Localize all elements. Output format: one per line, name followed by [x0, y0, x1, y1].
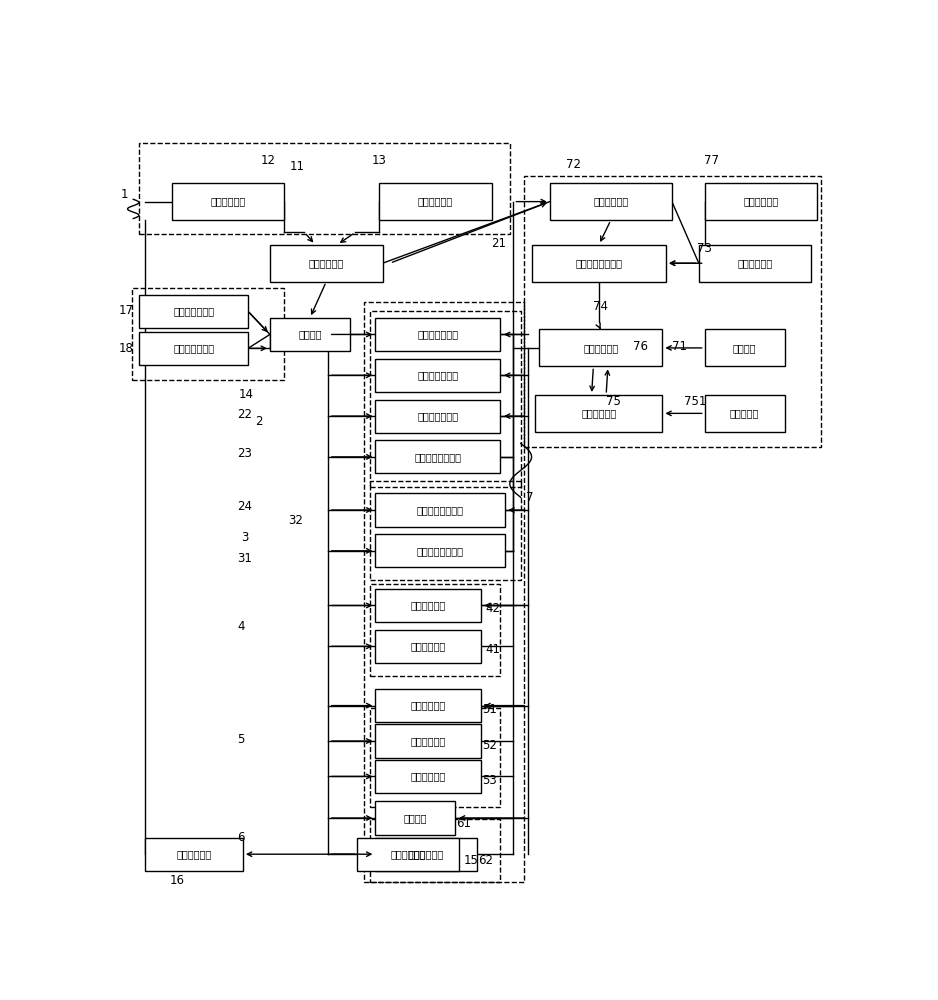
Text: 移动终端单元: 移动终端单元	[582, 408, 616, 418]
FancyBboxPatch shape	[532, 245, 666, 282]
Text: 6: 6	[237, 831, 245, 844]
FancyBboxPatch shape	[375, 359, 500, 392]
Text: 16: 16	[170, 874, 185, 887]
Text: 温度自检单元: 温度自检单元	[411, 771, 446, 781]
Text: 4: 4	[237, 620, 245, 633]
FancyBboxPatch shape	[270, 318, 350, 351]
Text: 11: 11	[290, 160, 305, 173]
Text: 室外进气单元: 室外进气单元	[417, 197, 453, 207]
FancyBboxPatch shape	[704, 329, 784, 366]
Text: 77: 77	[704, 154, 719, 167]
Text: 加湿单元: 加湿单元	[403, 813, 427, 823]
Text: 7: 7	[526, 491, 534, 504]
FancyBboxPatch shape	[375, 440, 500, 473]
Text: 51: 51	[482, 703, 497, 716]
FancyBboxPatch shape	[375, 760, 480, 793]
Text: 病菌安全自检单元: 病菌安全自检单元	[415, 452, 461, 462]
FancyBboxPatch shape	[375, 630, 480, 663]
Text: 负氧离子自检单元: 负氧离子自检单元	[416, 546, 463, 556]
FancyBboxPatch shape	[536, 395, 662, 432]
Text: 负氧离子发生单元: 负氧离子发生单元	[416, 505, 463, 515]
FancyBboxPatch shape	[139, 332, 248, 365]
Text: 52: 52	[482, 739, 497, 752]
Text: 室外出气单元: 室外出气单元	[176, 849, 212, 859]
Text: 湿度自检单元: 湿度自检单元	[409, 849, 444, 859]
Text: 24: 24	[237, 500, 252, 513]
Text: 消毒液过滤单元: 消毒液过滤单元	[417, 411, 459, 421]
Text: 42: 42	[486, 602, 501, 615]
Text: 17: 17	[118, 304, 133, 317]
Text: 75: 75	[606, 395, 620, 408]
Text: 22: 22	[237, 408, 252, 421]
FancyBboxPatch shape	[270, 245, 383, 282]
Text: 紫外线杀菌单元: 紫外线杀菌单元	[417, 329, 459, 339]
FancyBboxPatch shape	[704, 183, 817, 220]
Text: 73: 73	[697, 242, 712, 255]
Text: 62: 62	[478, 854, 493, 867]
FancyBboxPatch shape	[375, 318, 500, 351]
Text: 室内进气单元: 室内进气单元	[210, 197, 246, 207]
Text: 信号交换单元: 信号交换单元	[583, 343, 618, 353]
Text: 18: 18	[118, 342, 133, 355]
Text: 12: 12	[261, 154, 276, 167]
Text: 空气加热单元: 空气加热单元	[411, 736, 446, 746]
Text: 5: 5	[237, 733, 245, 746]
Text: 室内出气单元: 室内出气单元	[390, 849, 426, 859]
Text: 数据统计单元: 数据统计单元	[593, 197, 628, 207]
Text: 氧气自检单元: 氧气自检单元	[411, 641, 446, 651]
FancyBboxPatch shape	[704, 395, 784, 432]
FancyBboxPatch shape	[375, 534, 505, 567]
Text: 32: 32	[288, 514, 303, 527]
FancyBboxPatch shape	[375, 724, 480, 758]
Text: 41: 41	[486, 643, 501, 656]
FancyBboxPatch shape	[699, 245, 811, 282]
Text: 31: 31	[237, 552, 252, 565]
FancyBboxPatch shape	[538, 329, 662, 366]
FancyBboxPatch shape	[375, 689, 480, 722]
Text: 室内总督单元: 室内总督单元	[743, 197, 779, 207]
Text: 14: 14	[239, 388, 254, 401]
FancyBboxPatch shape	[375, 589, 480, 622]
Text: 1: 1	[121, 188, 129, 201]
Text: 72: 72	[567, 158, 582, 171]
Text: 超声波杀菌单元: 超声波杀菌单元	[417, 370, 459, 380]
Text: 53: 53	[482, 774, 497, 787]
Text: 21: 21	[492, 237, 507, 250]
Text: 联网单元: 联网单元	[733, 343, 756, 353]
FancyBboxPatch shape	[375, 400, 500, 433]
Text: 能耗计算单元: 能耗计算单元	[737, 258, 773, 268]
FancyBboxPatch shape	[357, 838, 459, 871]
Text: 过滤芯自检单元: 过滤芯自检单元	[173, 306, 214, 316]
FancyBboxPatch shape	[375, 493, 505, 527]
Text: 74: 74	[593, 300, 608, 313]
FancyBboxPatch shape	[379, 183, 492, 220]
Text: 空气总检单元: 空气总检单元	[309, 258, 344, 268]
Text: 61: 61	[457, 817, 472, 830]
Text: 15: 15	[463, 854, 478, 867]
FancyBboxPatch shape	[139, 295, 248, 328]
Text: 过滤芯更换单元: 过滤芯更换单元	[173, 343, 214, 353]
Text: 置入子单元: 置入子单元	[730, 408, 759, 418]
FancyBboxPatch shape	[550, 183, 672, 220]
Text: 空气制冷单元: 空气制冷单元	[411, 701, 446, 711]
Text: 优化方案推荐单元: 优化方案推荐单元	[575, 258, 622, 268]
Text: 76: 76	[633, 340, 648, 353]
Text: 过滤单元: 过滤单元	[298, 329, 322, 339]
Text: 3: 3	[241, 531, 249, 544]
FancyBboxPatch shape	[375, 838, 477, 871]
FancyBboxPatch shape	[144, 838, 243, 871]
Text: 13: 13	[371, 154, 386, 167]
Text: 23: 23	[237, 447, 252, 460]
Text: 氧气发生单元: 氧气发生单元	[411, 600, 446, 610]
FancyBboxPatch shape	[375, 801, 455, 835]
FancyBboxPatch shape	[172, 183, 284, 220]
Text: 71: 71	[672, 340, 687, 353]
Text: 2: 2	[255, 415, 263, 428]
Text: 751: 751	[684, 395, 706, 408]
